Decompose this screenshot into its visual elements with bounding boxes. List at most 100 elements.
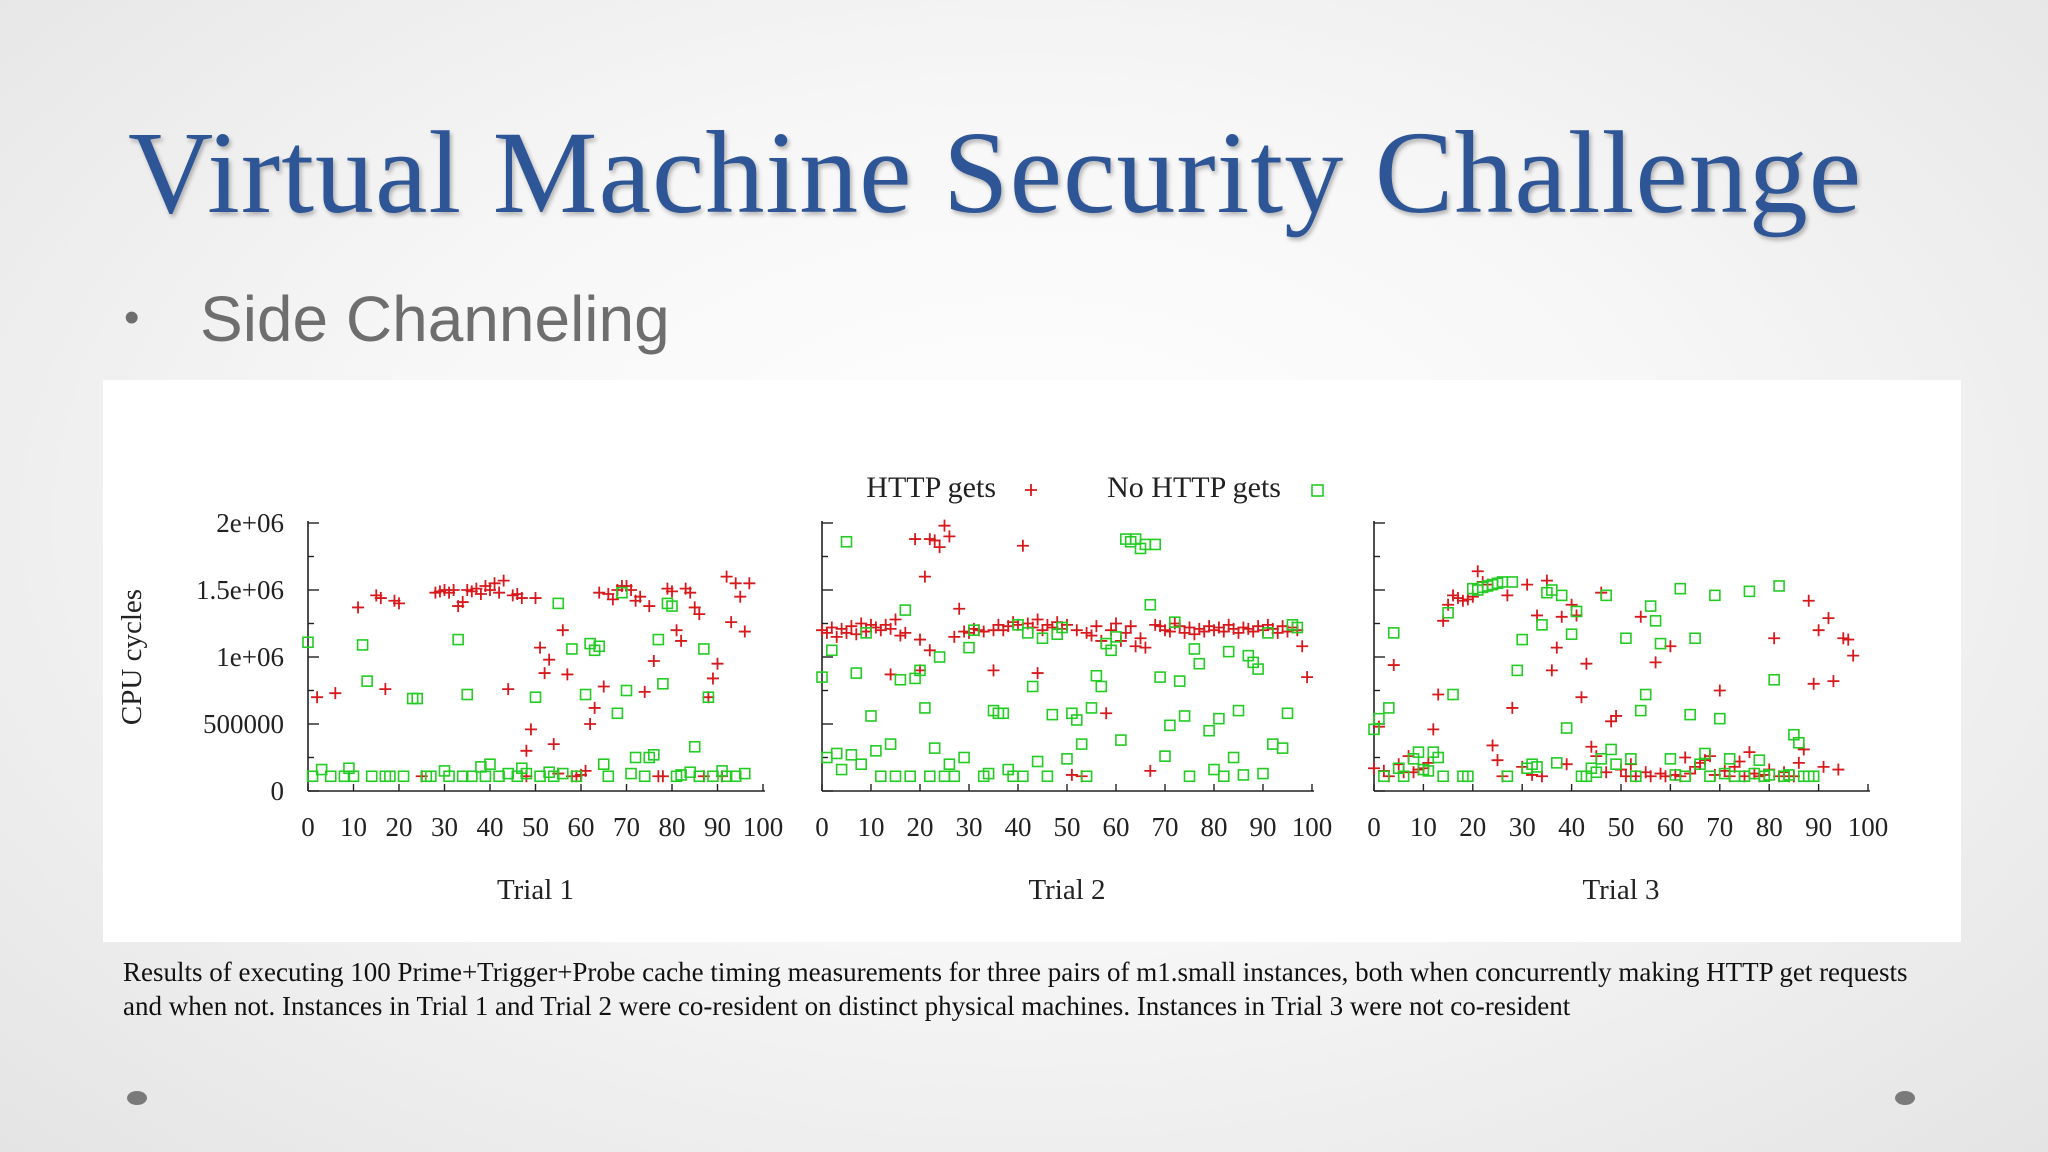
no-http-point	[948, 770, 961, 783]
no-http-point	[1075, 738, 1088, 750]
http-point	[1842, 633, 1855, 646]
no-http-point	[1169, 616, 1181, 628]
http-point	[1456, 594, 1469, 607]
x-tick-label: 90	[1805, 812, 1832, 842]
no-http-point	[602, 770, 615, 783]
http-point	[1461, 593, 1474, 606]
no-http-point	[1017, 770, 1029, 783]
http-point	[684, 586, 697, 599]
no-http-point	[1281, 707, 1294, 720]
http-point	[1807, 677, 1820, 690]
y-tick-label: 0	[271, 776, 285, 806]
http-point	[711, 657, 724, 670]
http-point	[1580, 657, 1593, 670]
no-http-point	[361, 675, 373, 687]
no-http-point	[315, 763, 328, 776]
http-point	[1110, 617, 1122, 630]
no-http-point	[1213, 712, 1225, 725]
no-http-point	[1021, 627, 1034, 639]
no-http-point	[1560, 722, 1573, 734]
http-point	[953, 602, 966, 615]
http-point	[311, 691, 324, 704]
http-point	[666, 585, 678, 598]
no-http-point	[870, 744, 882, 757]
no-http-point	[1768, 673, 1780, 686]
http-point	[1012, 618, 1024, 631]
no-http-point	[1149, 538, 1161, 551]
no-http-point	[1144, 598, 1157, 611]
no-http-point	[1218, 770, 1230, 783]
x-tick-label: 30	[431, 812, 458, 842]
x-tick-label: 40	[1558, 812, 1585, 842]
x-tick-label: 10	[1410, 812, 1437, 842]
no-http-point	[1565, 628, 1578, 641]
no-http-point	[825, 644, 838, 657]
http-point	[1654, 767, 1667, 780]
no-http-point	[625, 767, 637, 780]
no-http-point	[1232, 704, 1245, 717]
http-point	[656, 770, 669, 783]
http-point	[1506, 701, 1519, 714]
http-point	[1659, 770, 1672, 783]
no-http-point	[865, 710, 877, 722]
no-http-point	[1227, 751, 1240, 764]
http-point	[547, 738, 560, 751]
http-point	[884, 668, 897, 681]
http-point	[1629, 770, 1642, 783]
x-tick-label: 30	[1509, 812, 1536, 842]
no-http-point	[1154, 671, 1166, 683]
bullet-item: • Side Channeling	[124, 282, 670, 356]
http-point	[638, 685, 651, 698]
http-point	[1471, 565, 1484, 578]
no-http-point	[928, 742, 941, 754]
no-http-point	[1031, 755, 1044, 768]
http-point	[1605, 715, 1618, 728]
no-http-point	[702, 691, 715, 704]
no-http-point	[1689, 632, 1701, 645]
http-point	[379, 683, 392, 696]
no-http-point	[816, 671, 828, 683]
no-http-point	[547, 770, 560, 783]
no-http-point	[850, 667, 863, 679]
http-point	[1743, 746, 1756, 759]
http-point	[1822, 612, 1835, 625]
no-http-point	[874, 770, 887, 783]
no-http-point	[1462, 770, 1474, 783]
no-http-point	[1378, 770, 1390, 783]
legend-label-nohttp: No HTTP gets	[1107, 471, 1281, 504]
no-http-point	[479, 770, 492, 783]
no-http-point	[1639, 688, 1652, 701]
no-http-point	[347, 770, 360, 783]
x-tick-label: 100	[1848, 812, 1889, 842]
http-point	[1768, 632, 1781, 645]
no-http-point	[534, 770, 546, 783]
no-http-point	[1188, 643, 1201, 655]
http-point	[1664, 640, 1677, 653]
no-http-point	[1634, 704, 1647, 717]
http-point	[1600, 766, 1613, 779]
http-point	[1217, 625, 1230, 638]
no-http-point	[1595, 753, 1608, 765]
http-point	[1649, 656, 1662, 669]
no-http-point	[616, 586, 628, 599]
http-point	[1432, 688, 1445, 701]
x-tick-label: 0	[1367, 812, 1381, 842]
http-point	[918, 570, 931, 583]
no-http-point	[1432, 751, 1445, 764]
no-http-point	[1262, 627, 1274, 639]
http-point	[352, 601, 365, 614]
no-http-point	[904, 770, 917, 783]
x-tick-label: 60	[568, 812, 595, 842]
no-http-point	[611, 707, 624, 720]
no-http-point	[1291, 621, 1304, 634]
no-http-point	[1412, 746, 1425, 758]
no-http-point	[1763, 769, 1775, 781]
no-http-point	[1625, 753, 1637, 765]
http-point	[693, 608, 706, 621]
no-http-point	[302, 636, 314, 649]
http-point	[706, 672, 719, 685]
no-http-point	[666, 600, 678, 612]
x-axis-label: Trial 3	[1582, 874, 1659, 906]
no-http-point	[1222, 645, 1235, 658]
no-http-point	[1773, 580, 1785, 592]
